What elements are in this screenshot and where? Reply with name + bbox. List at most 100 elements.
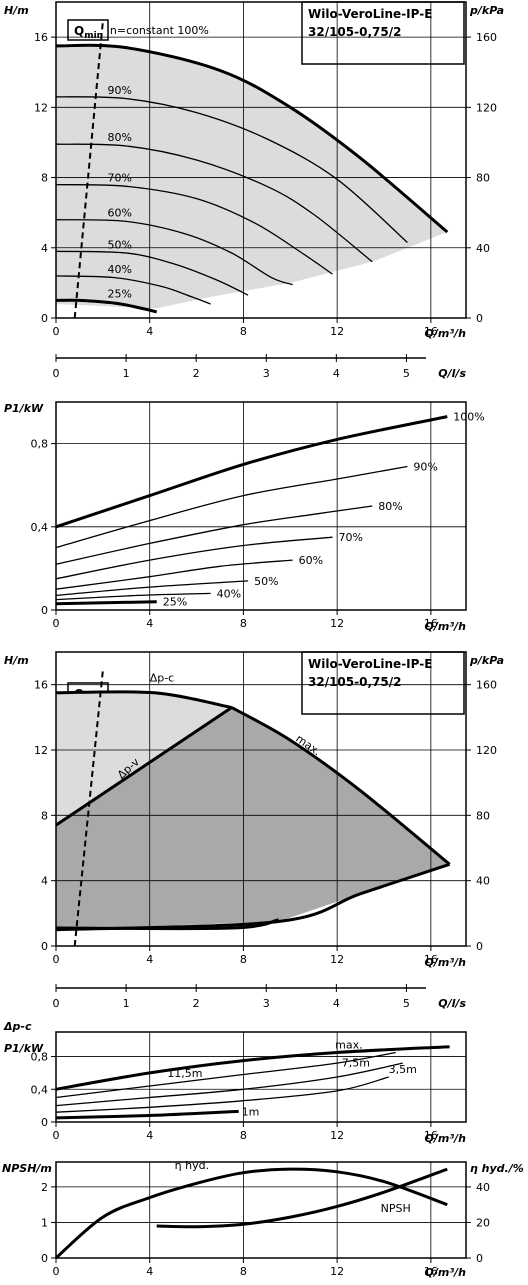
title-line-2: 32/105-0,75/2 — [308, 25, 401, 39]
power1-curve-label: 25% — [163, 596, 187, 609]
qls2-tick-label: 4 — [333, 997, 340, 1010]
hq1-xtick-label: 16 — [424, 325, 438, 338]
hq2-y2tick-label: 120 — [476, 744, 497, 757]
npsh-ytick-label: 1 — [41, 1216, 48, 1229]
hq1-xtick-label: 4 — [146, 325, 153, 338]
hq1-curve-label: 90% — [108, 84, 132, 97]
hq1-curve-60 — [55, 219, 293, 286]
power2-curve-75m — [55, 1062, 403, 1107]
qls1-tick-label: 4 — [333, 367, 340, 380]
hq2-xtick-label: 8 — [240, 953, 247, 966]
hq2-y2tick-label: 40 — [476, 875, 490, 888]
hq2-xtick-label: 12 — [330, 953, 344, 966]
hq1-curve-label: 50% — [108, 238, 132, 251]
hq2-xtick-label: 0 — [53, 953, 60, 966]
qmin-box-1: Qmin — [67, 19, 109, 41]
power2-curve-label: 3,5m — [389, 1063, 417, 1076]
qls1-tick-label: 0 — [53, 367, 60, 380]
power1-xtick-label: 8 — [240, 617, 247, 630]
power2-ytick-label: 0 — [41, 1116, 48, 1129]
power1-curve-label: 50% — [254, 575, 278, 588]
power1-ytick-label: 0 — [41, 604, 48, 617]
hq1-curve-70 — [55, 183, 333, 275]
hq1-curve-40 — [55, 275, 211, 305]
power1-curve-label: 90% — [413, 460, 437, 473]
power1-curve-label: 100% — [453, 411, 484, 424]
hq2-qmin-line — [73, 669, 104, 947]
npsh-y2label: η hyd./% — [470, 1162, 524, 1175]
power1-curve-60 — [55, 559, 293, 590]
power2-ylabel-top: Δp-c — [3, 1020, 32, 1033]
power1-frame — [55, 401, 467, 611]
title-line-2b: 32/105-0,75/2 — [308, 675, 401, 689]
hq1-y2tick-label: 0 — [476, 312, 483, 325]
power1-xlabel: Q/m³/h — [425, 620, 467, 633]
power1-curve-label: 60% — [299, 554, 323, 567]
power2-frame — [55, 1031, 467, 1123]
power1-curve-100 — [55, 415, 448, 529]
npsh-label-npsh: NPSH — [381, 1202, 411, 1215]
qmin-frame-1 — [67, 19, 109, 41]
hq2-xlabel: Q/m³/h — [425, 956, 467, 969]
qls1-xlabel: Q/l/s — [438, 367, 466, 380]
power2-curve-label: 11,5m — [167, 1067, 202, 1080]
npsh-label-eta: η hyd. — [175, 1159, 209, 1172]
hq2-y2tick-label: 160 — [476, 679, 497, 692]
hq1-y2label: p/kPa — [469, 4, 504, 17]
hq1-curve-80 — [55, 143, 373, 263]
power1-ylabel: P1/kW — [4, 402, 44, 415]
power2-xtick-label: 8 — [240, 1129, 247, 1142]
hq1-curve-25 — [55, 298, 158, 314]
power2-curve-label: 1m — [242, 1105, 260, 1118]
npsh-y2tick-label: 20 — [476, 1216, 490, 1229]
hq1-curve-label: 60% — [108, 207, 132, 220]
qls1-tick-label: 5 — [403, 367, 410, 380]
npsh-ytick-label: 2 — [41, 1181, 48, 1194]
hq1-xtick-label: 0 — [53, 325, 60, 338]
hq2-curve-pv — [55, 706, 233, 827]
hq2-y2label: p/kPa — [469, 654, 504, 667]
power2-curve-35m — [55, 1076, 389, 1113]
npsh-xtick-label: 4 — [146, 1265, 153, 1278]
power1-curve-90 — [55, 465, 408, 549]
hq2-area-dpc — [56, 692, 232, 826]
hq1-xtick-label: 8 — [240, 325, 247, 338]
hq1-xtick-label: 12 — [330, 325, 344, 338]
npsh-curve-npsh — [156, 1167, 448, 1229]
power1-xtick-label: 0 — [53, 617, 60, 630]
hq2-area-dpv — [56, 707, 450, 930]
hq2-curve-pc — [55, 690, 232, 709]
qls2-tick-label: 5 — [403, 997, 410, 1010]
qls2-tick-label: 0 — [53, 997, 60, 1010]
power1-xtick-label: 16 — [424, 617, 438, 630]
power1-ytick-label: 0,8 — [31, 438, 49, 451]
power1-curve-70 — [55, 536, 333, 580]
power1-xtick-label: 4 — [146, 617, 153, 630]
power2-xlabel: Q/m³/h — [425, 1132, 467, 1145]
title-line-1: Wilo-VeroLine-IP-E — [308, 7, 432, 21]
hq1-ytick-label: 4 — [41, 242, 48, 255]
hq1-ytick-label: 12 — [34, 101, 48, 114]
hq1-y2tick-label: 80 — [476, 172, 490, 185]
power2-ytick-label: 0,8 — [31, 1051, 49, 1064]
npsh-frame — [55, 1161, 467, 1259]
hq1-y2tick-label: 40 — [476, 242, 490, 255]
qls2-tick-label: 3 — [263, 997, 270, 1010]
qls2-tick-label: 2 — [193, 997, 200, 1010]
npsh-xlabel: Q/m³/h — [425, 1266, 467, 1279]
power1-curve-label: 70% — [338, 531, 362, 544]
hq1-curve-label-100: n=constant 100% — [110, 24, 209, 37]
power2-curve-max — [55, 1045, 450, 1091]
qls1-tick-label: 3 — [263, 367, 270, 380]
title-box-1: Wilo-VeroLine-IP-E 32/105-0,75/2 — [301, 1, 465, 65]
hq1-ytick-label: 8 — [41, 172, 48, 185]
hq2-ytick-label: 16 — [34, 679, 48, 692]
npsh-xtick-label: 12 — [330, 1265, 344, 1278]
power2-xtick-label: 16 — [424, 1129, 438, 1142]
hq2-curve-min2 — [55, 862, 451, 932]
hq1-curve-label: 40% — [108, 263, 132, 276]
hq2-ytick-label: 12 — [34, 744, 48, 757]
power2-xtick-label: 4 — [146, 1129, 153, 1142]
hq2-xtick-label: 16 — [424, 953, 438, 966]
